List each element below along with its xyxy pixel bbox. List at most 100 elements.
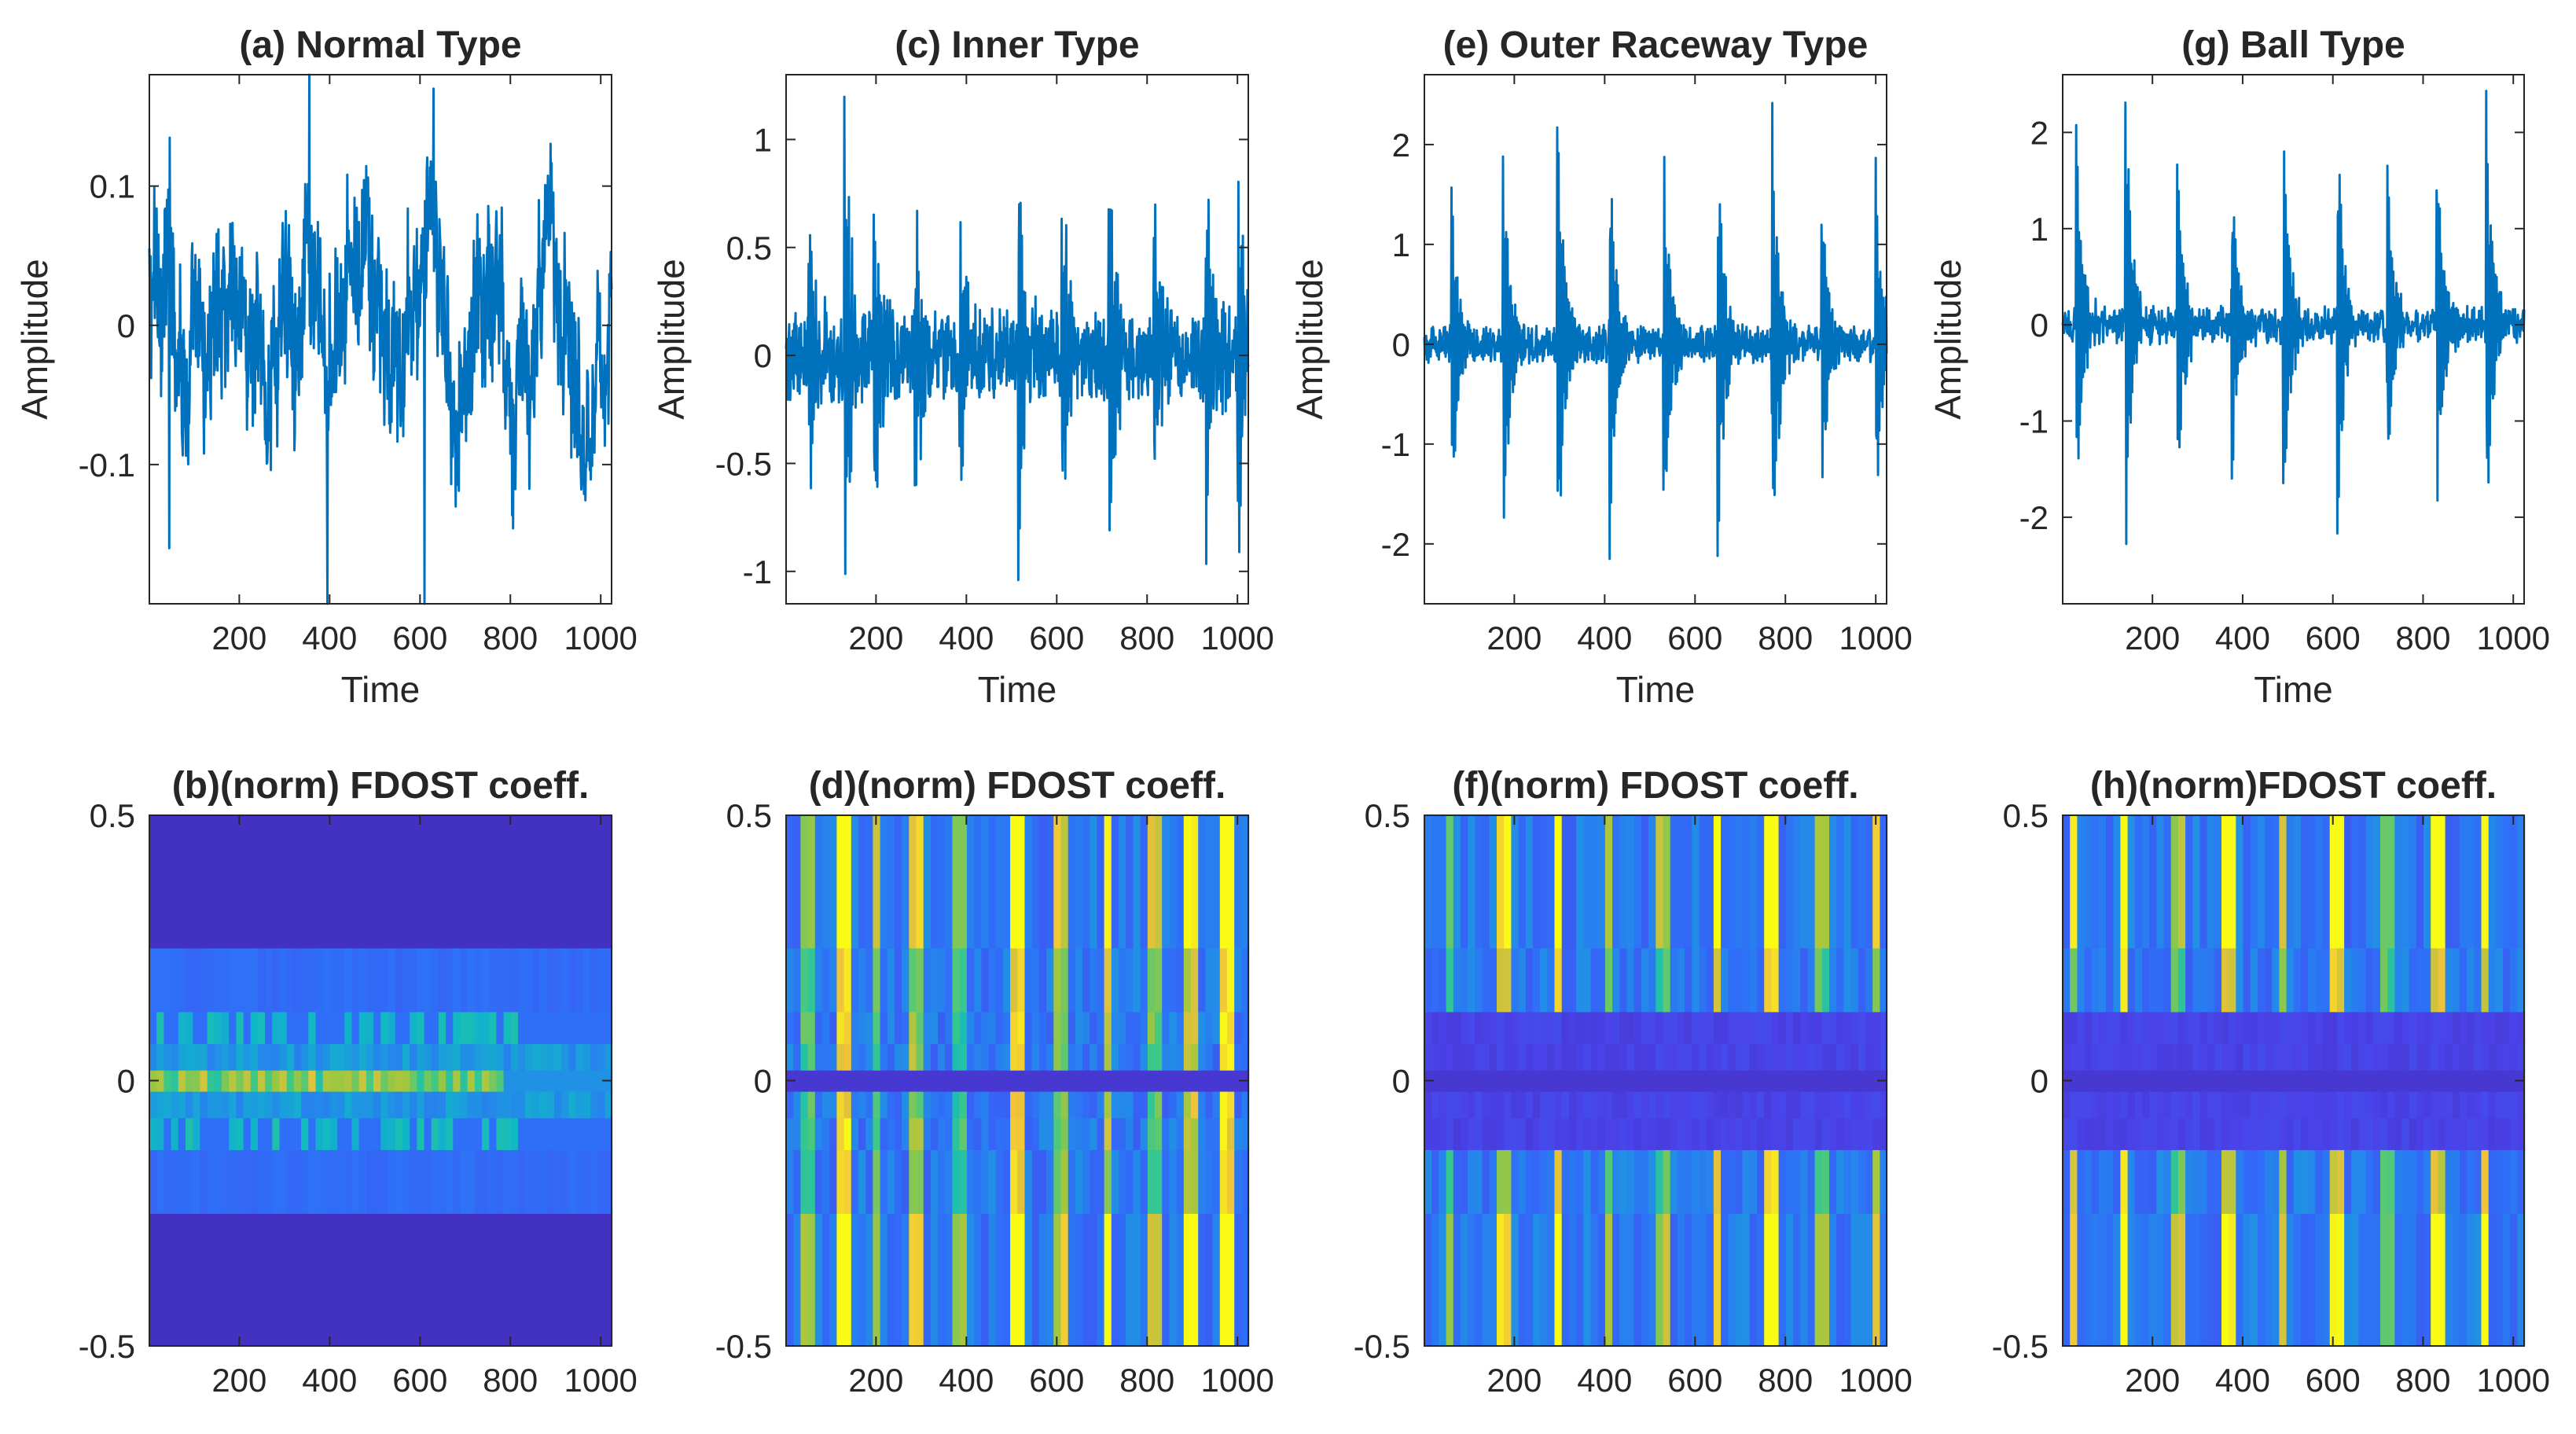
heatmap-cell bbox=[1082, 1011, 1090, 1044]
heatmap-cell bbox=[265, 815, 273, 949]
heatmap-cell bbox=[2077, 1091, 2085, 1119]
heatmap-cell bbox=[1597, 1213, 1606, 1347]
heatmap-cell bbox=[250, 1149, 259, 1214]
heatmap-cell bbox=[1227, 1091, 1235, 1119]
heatmap-cell bbox=[1785, 947, 1794, 1013]
heatmap-cell bbox=[186, 1043, 193, 1071]
heatmap-cell bbox=[1198, 1149, 1206, 1214]
heatmap-cell bbox=[1119, 1091, 1126, 1119]
heatmap-cell bbox=[2199, 1011, 2208, 1044]
heatmap-cell bbox=[358, 1117, 367, 1150]
heatmap-cell bbox=[1764, 1091, 1772, 1119]
heatmap-cell bbox=[2452, 1070, 2460, 1092]
heatmap-cell bbox=[532, 947, 541, 1013]
heatmap-cell bbox=[1626, 1213, 1635, 1347]
heatmap-cell bbox=[489, 1213, 497, 1347]
heatmap-cell bbox=[2077, 1043, 2085, 1071]
heatmap-cell bbox=[2077, 1213, 2085, 1347]
heatmap-cell bbox=[1540, 1091, 1548, 1119]
heatmap-cell bbox=[2401, 1149, 2410, 1214]
heatmap-cell bbox=[446, 1091, 454, 1119]
heatmap-cell bbox=[1183, 1213, 1192, 1347]
heatmap-cell bbox=[952, 1043, 961, 1071]
heatmap-cell bbox=[829, 1070, 837, 1092]
heatmap-cell bbox=[786, 1043, 794, 1071]
y-tick-label: -1 bbox=[743, 553, 772, 590]
heatmap-cell bbox=[1554, 1149, 1563, 1214]
heatmap-cell bbox=[482, 1149, 490, 1214]
heatmap-cell bbox=[1227, 947, 1235, 1013]
heatmap-cell bbox=[1090, 1011, 1098, 1044]
heatmap-cell bbox=[2077, 1011, 2085, 1044]
heatmap-cell bbox=[1568, 1213, 1577, 1347]
heatmap-cell bbox=[2488, 1117, 2497, 1150]
heatmap-cell bbox=[1749, 1043, 1758, 1071]
heatmap-cell bbox=[2272, 1117, 2280, 1150]
heatmap-cell bbox=[2120, 947, 2129, 1013]
heatmap-cell bbox=[1757, 1117, 1765, 1150]
heatmap-cell bbox=[916, 1043, 924, 1071]
heatmap-cell bbox=[2452, 947, 2460, 1013]
heatmap-cell bbox=[1843, 1213, 1852, 1347]
x-tick-label: 400 bbox=[302, 620, 357, 656]
heatmap-cell bbox=[272, 1043, 281, 1071]
heatmap-cell bbox=[2322, 1149, 2331, 1214]
heatmap-cell bbox=[938, 1043, 946, 1071]
y-axis-label: Amplitude bbox=[1927, 259, 1968, 420]
heatmap-cell bbox=[351, 815, 360, 949]
heatmap-cell bbox=[1836, 1149, 1844, 1214]
heatmap-cell bbox=[2495, 1043, 2504, 1071]
heatmap-cell bbox=[597, 1043, 605, 1071]
heatmap-cell bbox=[193, 947, 200, 1013]
heatmap-cell bbox=[518, 1117, 526, 1150]
heatmap-cell bbox=[358, 1213, 367, 1347]
heatmap-cell bbox=[2265, 1011, 2273, 1044]
heatmap-cell bbox=[945, 815, 954, 949]
heatmap-cell bbox=[1685, 815, 1692, 949]
heatmap-cell bbox=[229, 815, 237, 949]
heatmap-cell bbox=[1633, 1070, 1642, 1092]
y-tick-label: 2 bbox=[1392, 127, 1410, 164]
heatmap-cell bbox=[1800, 815, 1808, 949]
heatmap-cell bbox=[1641, 1091, 1649, 1119]
heatmap-cell bbox=[1205, 947, 1214, 1013]
heatmap-cell bbox=[2070, 1011, 2078, 1044]
heatmap-cell bbox=[2272, 1011, 2280, 1044]
heatmap-cell bbox=[1663, 1117, 1671, 1150]
heatmap-cell bbox=[482, 1213, 490, 1347]
heatmap-cell bbox=[1540, 1149, 1548, 1214]
heatmap-cell bbox=[2503, 1011, 2511, 1044]
heatmap-cell bbox=[1865, 1117, 1873, 1150]
heatmap-cell bbox=[2142, 815, 2150, 949]
heatmap-cell bbox=[2365, 1213, 2374, 1347]
heatmap-cell bbox=[582, 1213, 591, 1347]
heatmap-cell bbox=[1663, 1091, 1671, 1119]
heatmap-cell bbox=[829, 1149, 837, 1214]
heatmap-cell bbox=[2106, 1149, 2114, 1214]
heatmap-cell bbox=[344, 815, 353, 949]
heatmap-cell bbox=[807, 1043, 816, 1071]
x-tick-label: 200 bbox=[211, 1362, 266, 1399]
heatmap-cell bbox=[873, 947, 881, 1013]
heatmap-cell bbox=[329, 1011, 338, 1044]
heatmap-cell bbox=[582, 947, 591, 1013]
heatmap-cell bbox=[1017, 1070, 1026, 1092]
heatmap-cell bbox=[337, 815, 345, 949]
heatmap-cell bbox=[2329, 1149, 2338, 1214]
heatmap-cell bbox=[923, 1117, 932, 1150]
heatmap-cell bbox=[2120, 1070, 2129, 1092]
heatmap-cell bbox=[858, 1070, 866, 1092]
heatmap-cell bbox=[2409, 815, 2417, 949]
heatmap-cell bbox=[1133, 1043, 1141, 1071]
heatmap-cell bbox=[1764, 1070, 1772, 1092]
heatmap-cell bbox=[2134, 815, 2143, 949]
heatmap-cell bbox=[2272, 1091, 2280, 1119]
heatmap-cell bbox=[800, 1213, 809, 1347]
heatmap-cell bbox=[1785, 1091, 1794, 1119]
heatmap-cell bbox=[1685, 1117, 1692, 1150]
heatmap-cell bbox=[2199, 1149, 2208, 1214]
heatmap-cell bbox=[1147, 1070, 1156, 1092]
heatmap-cell bbox=[1147, 1011, 1156, 1044]
heatmap-cell bbox=[329, 1117, 338, 1150]
heatmap-cell bbox=[1155, 1070, 1163, 1092]
